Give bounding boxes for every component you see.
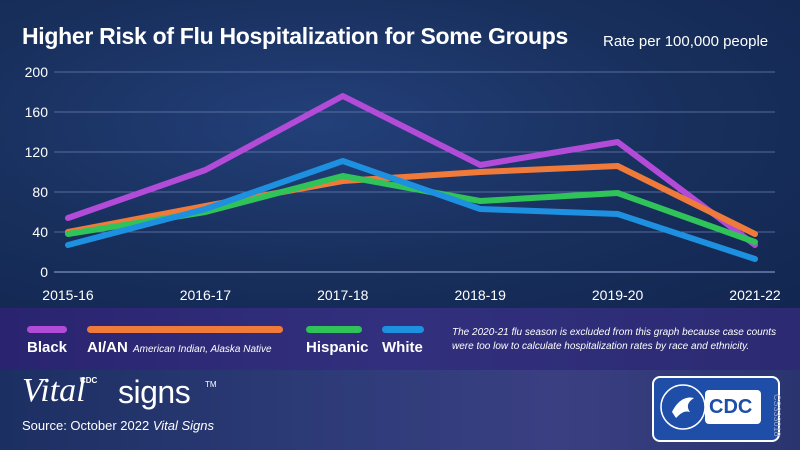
legend-swatch-black bbox=[27, 326, 67, 333]
y-tick-label: 160 bbox=[25, 104, 49, 120]
x-tick-label: 2021-22 bbox=[729, 287, 781, 303]
series-lines bbox=[65, 93, 758, 262]
cdc-logo-box bbox=[705, 390, 761, 424]
line-chart: 0 40 80 120 160 200 2015-16 2016-17 2017-18 2018… bbox=[25, 64, 781, 303]
series-line-aian bbox=[65, 163, 758, 237]
x-tick-label: 2019-20 bbox=[592, 287, 644, 303]
source-line: Source: October 2022 Vital Signs bbox=[22, 418, 214, 433]
gridlines bbox=[54, 71, 775, 273]
unit-note: Rate per 100,000 people bbox=[603, 33, 769, 50]
y-axis-ticks: 0 40 80 120 160 200 bbox=[25, 64, 49, 280]
x-tick-label: 2018-19 bbox=[455, 287, 507, 303]
chart-panel bbox=[0, 0, 800, 308]
source-italic: Vital Signs bbox=[152, 418, 214, 433]
brand-signs: signs bbox=[118, 374, 191, 410]
x-tick-label: 2016-17 bbox=[180, 287, 232, 303]
legend-sublabel-aian: American Indian, Alaska Native bbox=[133, 344, 272, 355]
brand-cdc-small: CDC bbox=[80, 376, 98, 385]
source-prefix: Source: October 2022 bbox=[22, 418, 153, 433]
y-tick-label: 120 bbox=[25, 144, 49, 160]
y-tick-label: 40 bbox=[32, 224, 48, 240]
series-line-white bbox=[65, 158, 758, 262]
legend-bar bbox=[0, 308, 800, 370]
brand-vital: Vital bbox=[22, 372, 86, 409]
doc-code: CS333018 bbox=[772, 394, 782, 437]
legend-label-black: Black bbox=[27, 339, 68, 356]
legend-swatch-hispanic bbox=[306, 326, 362, 333]
x-tick-label: 2017-18 bbox=[317, 287, 369, 303]
legend-label-white: White bbox=[382, 339, 423, 356]
legend-label-aian: AI/AN bbox=[87, 339, 128, 356]
hhs-eagle-icon bbox=[660, 384, 706, 430]
legend-swatch-white bbox=[382, 326, 424, 333]
trademark: TM bbox=[205, 380, 217, 389]
x-axis-ticks: 2015-16 2016-17 2017-18 2018-19 2019-20 2021-… bbox=[42, 287, 781, 303]
y-tick-label: 0 bbox=[40, 264, 48, 280]
y-tick-label: 200 bbox=[25, 64, 49, 80]
exclusion-note: The 2020-21 flu season is excluded from … bbox=[452, 327, 777, 352]
legend-label-hispanic: Hispanic bbox=[306, 339, 369, 356]
y-tick-label: 80 bbox=[32, 184, 48, 200]
cdc-logo-text: CDC bbox=[709, 396, 753, 418]
series-line-black bbox=[65, 93, 758, 248]
chart-title: Higher Risk of Flu Hospitalization for S… bbox=[22, 23, 568, 49]
legend-swatch-aian bbox=[87, 326, 283, 333]
x-tick-label: 2015-16 bbox=[42, 287, 94, 303]
